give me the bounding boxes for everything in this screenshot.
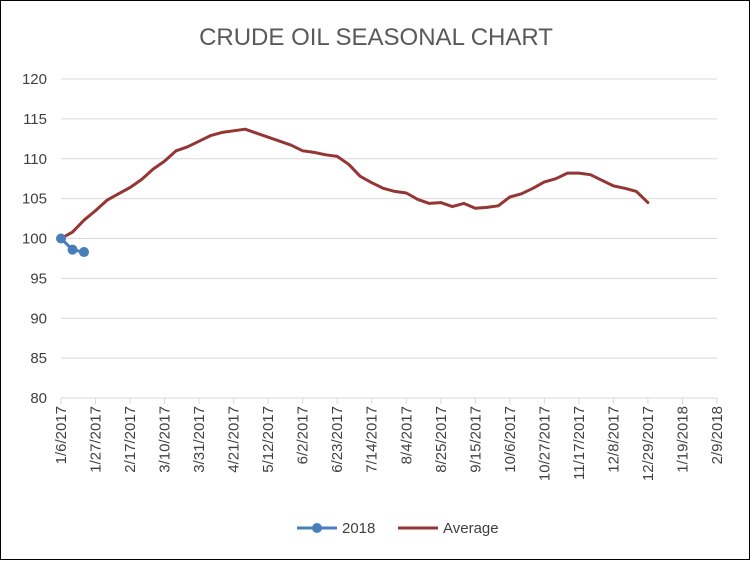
y-tick-label: 95 xyxy=(30,270,47,287)
x-tick-label: 2/17/2017 xyxy=(122,406,139,473)
x-axis-ticks xyxy=(60,398,718,404)
y-tick-label: 120 xyxy=(22,71,47,88)
y-tick-label: 110 xyxy=(23,151,47,168)
y-tick-label: 115 xyxy=(23,111,47,128)
x-tick-label: 1/6/2017 xyxy=(53,406,70,464)
legend-item-2018: 2018 xyxy=(297,520,375,537)
x-tick-label: 8/4/2017 xyxy=(398,406,415,464)
legend: 2018 Average xyxy=(297,520,499,537)
x-tick-label: 1/27/2017 xyxy=(88,406,105,473)
series-layer xyxy=(56,127,650,258)
legend-marker-2018 xyxy=(312,523,322,533)
y-tick-label: 90 xyxy=(30,310,47,327)
chart-title: CRUDE OIL SEASONAL CHART xyxy=(199,24,553,51)
x-tick-label: 3/31/2017 xyxy=(191,406,208,473)
x-tick-label: 1/19/2018 xyxy=(674,406,691,473)
series-line-average xyxy=(59,127,650,240)
x-tick-label: 4/21/2017 xyxy=(226,406,243,473)
x-tick-label: 5/12/2017 xyxy=(260,406,277,473)
legend-item-average: Average xyxy=(398,520,499,537)
legend-label-average: Average xyxy=(443,520,499,537)
x-tick-label: 12/8/2017 xyxy=(605,406,622,473)
y-tick-label: 80 xyxy=(30,390,47,407)
x-tick-label: 6/23/2017 xyxy=(329,406,346,473)
y-tick-label: 105 xyxy=(22,191,47,208)
x-tick-label: 8/25/2017 xyxy=(433,406,450,473)
x-tick-label: 7/14/2017 xyxy=(364,406,381,473)
x-tick-label: 9/15/2017 xyxy=(467,406,484,473)
x-tick-label: 6/2/2017 xyxy=(295,406,312,464)
data-point-2018 xyxy=(67,244,78,255)
y-tick-label: 85 xyxy=(30,350,47,367)
x-tick-label: 12/29/2017 xyxy=(640,406,657,481)
y-tick-label: 100 xyxy=(22,231,47,248)
x-axis-labels: 1/6/2017 1/27/2017 2/17/2017 3/10/2017 3/31/… xyxy=(53,406,726,481)
y-axis-labels: 80 85 90 95 100 105 110 115 120 xyxy=(22,71,47,407)
data-point-2018 xyxy=(56,233,66,244)
x-tick-label: 3/10/2017 xyxy=(157,406,174,473)
x-tick-label: 2/9/2018 xyxy=(709,406,726,464)
legend-label-2018: 2018 xyxy=(342,520,375,537)
x-tick-label: 10/27/2017 xyxy=(536,406,553,481)
x-tick-label: 11/17/2017 xyxy=(571,406,588,480)
x-tick-label: 10/6/2017 xyxy=(502,406,519,473)
data-point-2018 xyxy=(79,247,90,258)
gridlines xyxy=(61,78,717,359)
